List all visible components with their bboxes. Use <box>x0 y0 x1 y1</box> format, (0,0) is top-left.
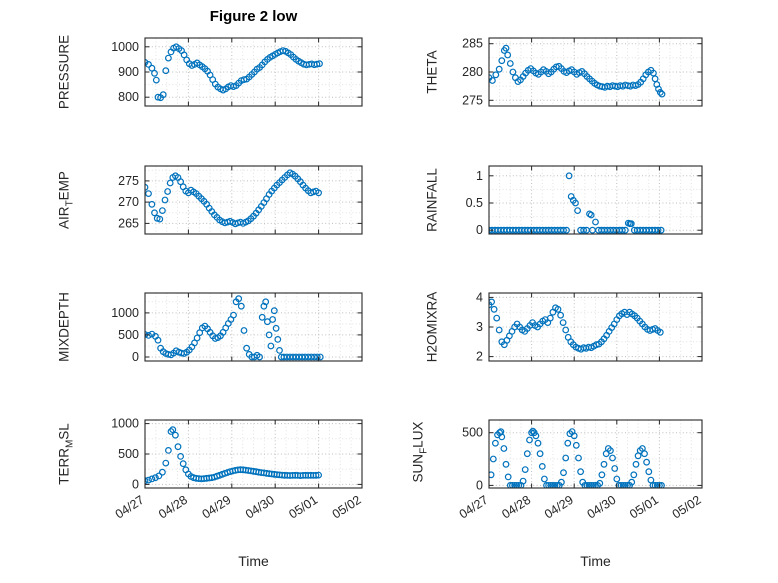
svg-text:4: 4 <box>476 290 483 304</box>
ylabel-text: PRESSURE <box>56 34 72 110</box>
chart-canvas-h2omixra: 2 3 4 <box>476 290 703 364</box>
svg-text:500: 500 <box>118 328 139 342</box>
chart-canvas-sun-flux: 0 500 04/27 04/28 04/29 04/30 05/01 05/02 <box>457 419 704 522</box>
svg-text:1000: 1000 <box>111 417 139 431</box>
ylabel-text: RAINFALL <box>424 168 440 232</box>
ylabel-text: MIXDEPTH <box>56 292 72 362</box>
svg-text:04/27: 04/27 <box>113 493 147 522</box>
ylabel-terr-msl: TERRMSL <box>57 423 76 485</box>
svg-text:3: 3 <box>476 320 483 334</box>
time-axis-label-left: Time <box>238 553 269 569</box>
chart-canvas-theta: 275 280 285 <box>462 37 703 107</box>
subplot-pressure: 800 900 1000 <box>97 35 364 111</box>
svg-text:05/01: 05/01 <box>627 493 661 522</box>
subplot-theta: 275 280 285 <box>441 35 704 111</box>
svg-text:1000: 1000 <box>111 40 139 54</box>
figure-title: Figure 2 low <box>209 8 298 25</box>
svg-text:265: 265 <box>118 216 139 230</box>
svg-text:500: 500 <box>462 426 483 440</box>
ylabel-text: SUN <box>410 453 426 483</box>
ylabel-subscript: F <box>418 447 430 454</box>
svg-text:04/29: 04/29 <box>542 493 576 522</box>
svg-text:275: 275 <box>462 93 483 107</box>
svg-text:04/30: 04/30 <box>585 493 619 522</box>
svg-text:275: 275 <box>118 174 139 188</box>
svg-text:270: 270 <box>118 195 139 209</box>
chart-canvas-terr-msl: 0 500 1000 04/27 04/28 04/29 04/30 05/01 05/02 <box>111 417 364 522</box>
svg-text:05/02: 05/02 <box>330 493 364 522</box>
svg-text:0: 0 <box>132 350 139 364</box>
svg-text:500: 500 <box>118 447 139 461</box>
subplot-air-temp: 265 270 275 <box>97 163 364 239</box>
svg-text:1000: 1000 <box>111 306 139 320</box>
svg-text:0.5: 0.5 <box>466 196 483 210</box>
ylabel-text: EMP <box>56 171 72 201</box>
svg-text:285: 285 <box>462 37 483 51</box>
ylabel-text: AIR <box>56 206 72 229</box>
ylabel-pressure: PRESSURE <box>57 35 76 109</box>
svg-text:0: 0 <box>476 478 483 492</box>
ylabel-subscript: M <box>64 439 76 449</box>
svg-text:04/28: 04/28 <box>156 493 190 522</box>
svg-text:04/29: 04/29 <box>200 493 234 522</box>
svg-text:2: 2 <box>476 350 483 364</box>
subplot-rainfall: 0 0.5 1 <box>441 163 704 239</box>
subplot-terr-msl: 0 500 1000 04/27 04/28 04/29 04/30 05/01 05/02 <box>97 417 364 551</box>
svg-text:05/02: 05/02 <box>670 493 704 522</box>
ylabel-air-temp: AIRTEMP <box>57 171 76 229</box>
chart-canvas-rainfall: 00.51 <box>466 165 703 237</box>
ylabel-text: LUX <box>410 421 426 448</box>
ylabel-text: THETA <box>424 50 440 94</box>
svg-text:04/27: 04/27 <box>457 493 491 522</box>
ylabel-subscript: T <box>64 200 76 207</box>
subplot-sun-flux: 0 500 04/27 04/28 04/29 04/30 05/01 05/02 <box>441 417 704 551</box>
subplot-mixdepth: 0 500 1000 <box>97 290 364 366</box>
ylabel-text: TERR <box>56 448 72 485</box>
chart-canvas-pressure: 800 900 1000 <box>111 37 363 107</box>
time-axis-label-right: Time <box>580 553 611 569</box>
svg-text:04/28: 04/28 <box>499 493 533 522</box>
svg-text:05/01: 05/01 <box>286 493 320 522</box>
svg-text:900: 900 <box>118 65 139 79</box>
ylabel-text: H2OMIXRA <box>424 291 440 363</box>
svg-text:0: 0 <box>476 223 483 237</box>
svg-text:0: 0 <box>132 477 139 491</box>
subplot-h2omixra: 2 3 4 <box>441 290 704 366</box>
svg-text:800: 800 <box>118 90 139 104</box>
ylabel-text: SL <box>56 423 72 440</box>
chart-canvas-air-temp: 265 270 275 <box>118 165 363 235</box>
ylabel-sun-flux: SUNFLUX <box>411 422 430 483</box>
chart-canvas-mixdepth: 0 500 1000 <box>111 292 363 364</box>
svg-text:04/30: 04/30 <box>243 493 277 522</box>
svg-text:1: 1 <box>476 169 483 183</box>
ylabel-mixdepth: MIXDEPTH <box>57 292 76 362</box>
svg-text:280: 280 <box>462 65 483 79</box>
